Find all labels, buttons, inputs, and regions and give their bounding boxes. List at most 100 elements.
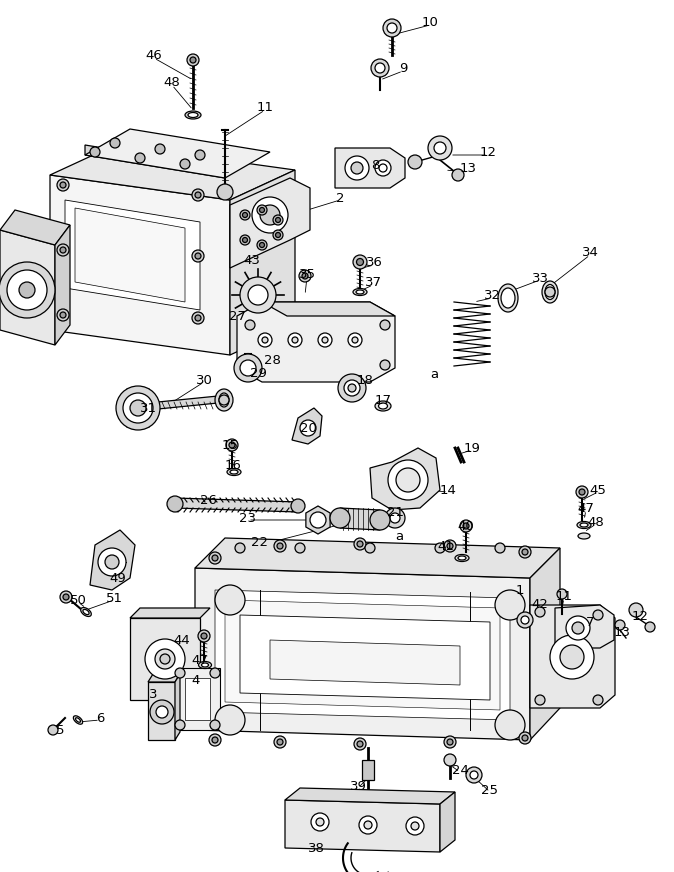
Text: 40: 40 — [458, 520, 474, 533]
Text: 29: 29 — [249, 366, 266, 379]
Circle shape — [495, 590, 525, 620]
Circle shape — [452, 169, 464, 181]
Circle shape — [380, 320, 390, 330]
Circle shape — [192, 250, 204, 262]
Text: 20: 20 — [299, 421, 316, 434]
Circle shape — [195, 192, 201, 198]
Circle shape — [63, 594, 69, 600]
Text: 13: 13 — [460, 161, 477, 174]
Polygon shape — [130, 618, 200, 700]
Text: 48: 48 — [164, 76, 181, 88]
Circle shape — [447, 543, 453, 549]
Circle shape — [277, 543, 283, 549]
Text: 21: 21 — [386, 506, 404, 519]
Ellipse shape — [188, 112, 198, 118]
Circle shape — [160, 654, 170, 664]
Ellipse shape — [577, 521, 591, 528]
Circle shape — [234, 354, 262, 382]
Circle shape — [338, 374, 366, 402]
Circle shape — [322, 337, 328, 343]
Circle shape — [195, 315, 201, 321]
Circle shape — [212, 737, 218, 743]
Ellipse shape — [81, 608, 91, 617]
Polygon shape — [85, 145, 225, 178]
Ellipse shape — [230, 470, 238, 474]
Circle shape — [310, 512, 326, 528]
Text: 50: 50 — [69, 594, 86, 607]
Circle shape — [535, 695, 545, 705]
Ellipse shape — [185, 111, 201, 119]
Polygon shape — [335, 148, 405, 188]
Text: 1: 1 — [516, 583, 524, 596]
Polygon shape — [530, 548, 560, 740]
Ellipse shape — [580, 523, 588, 527]
Circle shape — [175, 720, 185, 730]
Circle shape — [406, 817, 424, 835]
Polygon shape — [195, 568, 530, 740]
Text: 37: 37 — [365, 276, 381, 289]
Circle shape — [150, 700, 174, 724]
Text: 49: 49 — [110, 571, 127, 584]
Text: 46: 46 — [146, 49, 162, 62]
Circle shape — [348, 333, 362, 347]
Circle shape — [248, 285, 268, 305]
Circle shape — [470, 771, 478, 779]
Circle shape — [428, 136, 452, 160]
Circle shape — [60, 182, 66, 188]
Circle shape — [388, 460, 428, 500]
Text: 14: 14 — [439, 483, 456, 496]
Text: 33: 33 — [532, 271, 549, 284]
Text: 18: 18 — [357, 373, 373, 386]
Circle shape — [240, 277, 276, 313]
Text: 11: 11 — [555, 589, 572, 603]
Circle shape — [156, 706, 168, 718]
Polygon shape — [215, 590, 510, 720]
Circle shape — [354, 738, 366, 750]
Circle shape — [217, 184, 233, 200]
Circle shape — [351, 162, 363, 174]
Circle shape — [245, 320, 255, 330]
Polygon shape — [130, 608, 210, 618]
Circle shape — [192, 189, 204, 201]
Circle shape — [495, 710, 525, 740]
Ellipse shape — [375, 401, 391, 411]
Text: 42: 42 — [532, 597, 549, 610]
Polygon shape — [50, 145, 295, 200]
Text: 12: 12 — [479, 146, 497, 159]
Circle shape — [215, 705, 245, 735]
Polygon shape — [306, 506, 330, 534]
Polygon shape — [340, 508, 380, 530]
Circle shape — [252, 197, 288, 233]
Circle shape — [330, 508, 350, 528]
Polygon shape — [530, 605, 615, 708]
Polygon shape — [262, 302, 395, 316]
Circle shape — [385, 508, 405, 528]
Circle shape — [243, 237, 247, 242]
Polygon shape — [185, 678, 210, 720]
Circle shape — [460, 520, 472, 532]
Circle shape — [175, 668, 185, 678]
Circle shape — [90, 147, 100, 157]
Circle shape — [245, 360, 255, 370]
Circle shape — [444, 540, 456, 552]
Ellipse shape — [219, 393, 229, 407]
Circle shape — [535, 607, 545, 617]
Circle shape — [353, 255, 367, 269]
Circle shape — [615, 620, 625, 630]
Bar — [362, 760, 374, 780]
Polygon shape — [148, 674, 180, 682]
Circle shape — [229, 442, 235, 448]
Circle shape — [434, 142, 446, 154]
Circle shape — [240, 360, 256, 376]
Text: 7: 7 — [586, 616, 594, 629]
Circle shape — [219, 395, 229, 405]
Text: 13: 13 — [613, 625, 630, 638]
Circle shape — [447, 739, 453, 745]
Polygon shape — [370, 448, 440, 510]
Circle shape — [593, 695, 603, 705]
Circle shape — [257, 205, 267, 215]
Circle shape — [348, 384, 356, 392]
Circle shape — [123, 393, 153, 423]
Circle shape — [357, 741, 363, 747]
Circle shape — [98, 548, 126, 576]
